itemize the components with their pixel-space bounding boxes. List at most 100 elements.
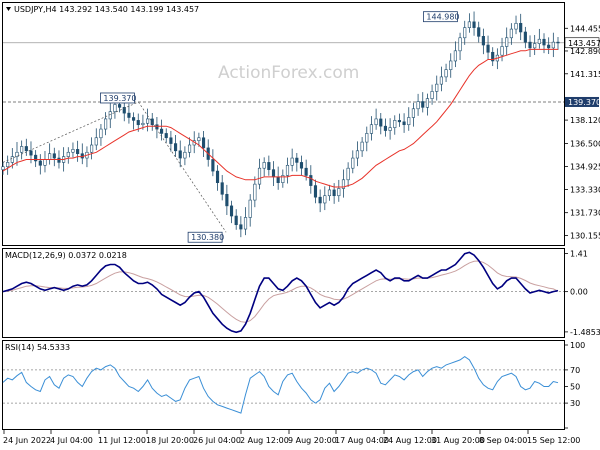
- candle-body: [281, 175, 285, 183]
- candle-body: [463, 27, 467, 39]
- candle-body: [48, 153, 52, 160]
- candle-body: [146, 118, 150, 124]
- price-grid: [3, 42, 564, 103]
- candle-body: [178, 150, 182, 159]
- time-tick-label: 15 Sep 12:00: [527, 436, 580, 445]
- annotation-box: [423, 11, 458, 23]
- candle-body: [514, 22, 518, 30]
- rsi-yaxis: 100 70 50 30: [564, 341, 585, 429]
- candle-body: [332, 189, 336, 197]
- candle-body: [467, 21, 471, 28]
- candle-body: [393, 120, 397, 128]
- candle-body: [132, 117, 136, 121]
- macd-yaxis: 1.41 0.00 -1.4853: [564, 249, 600, 337]
- candle-body: [379, 118, 383, 127]
- price-tick-label: 142.890: [570, 47, 600, 56]
- candle-body: [542, 38, 546, 46]
- time-tick-label: 26 Jul 04:00: [193, 436, 241, 445]
- time-tick-label: 17 Aug 04:00: [335, 436, 389, 445]
- candle-body: [159, 128, 164, 134]
- candle-body: [528, 41, 532, 49]
- candle-body: [211, 159, 215, 172]
- candle-body: [104, 118, 108, 130]
- watermark-text: ActionForex.com: [218, 63, 359, 83]
- candle-body: [99, 128, 103, 139]
- candle-body: [304, 167, 308, 176]
- candle-body: [90, 144, 94, 153]
- candle-body: [388, 127, 392, 131]
- ma-line: [2, 48, 558, 188]
- price-tick-label: 138.120: [570, 116, 600, 125]
- candle-body: [318, 196, 322, 204]
- candle-body: [38, 160, 42, 166]
- candle-body: [34, 154, 38, 162]
- hline-tag: [565, 96, 599, 107]
- candle-body: [383, 125, 388, 131]
- candle-body: [411, 108, 415, 118]
- candle-body: [262, 162, 266, 169]
- candle-body: [253, 183, 257, 201]
- candle-body: [369, 124, 374, 134]
- price-tick-label: 131.730: [570, 209, 600, 218]
- price-panel: [2, 2, 565, 246]
- candle-body: [220, 182, 224, 195]
- candle-body: [150, 118, 154, 126]
- candle-body: [519, 22, 523, 33]
- candle-body: [430, 91, 434, 99]
- macd-panel: [2, 248, 565, 338]
- candle-body: [183, 151, 187, 159]
- price-annotations: 139.370 130.380 144.980: [2, 11, 460, 243]
- rsi-tick-label: 30: [570, 399, 580, 408]
- candle-body: [239, 224, 243, 230]
- candle-body: [523, 31, 527, 43]
- candle-body: [118, 104, 122, 108]
- price-tick-label: 133.330: [570, 185, 600, 194]
- candle-body: [290, 157, 294, 166]
- candle-body: [285, 164, 290, 176]
- candle-body: [10, 156, 14, 163]
- rsi-tick-label: 70: [570, 366, 580, 375]
- candle-body: [215, 170, 220, 183]
- candle-body: [556, 41, 560, 44]
- candle-body: [295, 157, 299, 163]
- macd-signal-line: [2, 260, 559, 323]
- rsi-panel: [2, 340, 565, 430]
- candle-body: [1, 166, 5, 170]
- candle-body: [449, 60, 453, 70]
- candle-body: [164, 133, 168, 139]
- candle-body: [15, 151, 19, 157]
- candle-body: [20, 146, 24, 153]
- candle-body: [444, 69, 448, 78]
- candle-body: [201, 137, 206, 149]
- candle-body: [425, 98, 429, 108]
- time-tick-label: 9 Aug 20:00: [288, 436, 337, 445]
- candle-body: [551, 41, 555, 49]
- candle-body: [458, 37, 462, 52]
- candle-body: [509, 28, 513, 39]
- candle-body: [407, 117, 411, 126]
- candle-body: [309, 175, 313, 186]
- time-tick-label: 24 Aug 12:00: [383, 436, 437, 445]
- candle-body: [173, 143, 178, 152]
- annotation-label: 144.980: [426, 13, 459, 22]
- rsi-line: [2, 355, 559, 414]
- price-header-label: USDJPY,H4 143.292 143.540 143.199 143.45…: [14, 5, 199, 14]
- candle-body: [141, 122, 145, 126]
- annotation-label: 130.380: [191, 233, 224, 242]
- candle-body: [299, 162, 304, 169]
- candle-body: [355, 150, 360, 159]
- candle-body: [6, 162, 10, 168]
- rsi-tick-label: 50: [570, 383, 580, 392]
- annotation-label: 139.370: [103, 94, 136, 103]
- candle-body: [267, 162, 271, 170]
- rsi-tick-label: 100: [570, 341, 585, 350]
- candle-body: [71, 149, 75, 153]
- candle-body: [169, 137, 173, 144]
- time-tick-label: 31 Aug 20:00: [431, 436, 485, 445]
- candle-body: [248, 199, 252, 218]
- price-tick-label: 144.455: [570, 24, 600, 33]
- candle-body: [402, 121, 406, 126]
